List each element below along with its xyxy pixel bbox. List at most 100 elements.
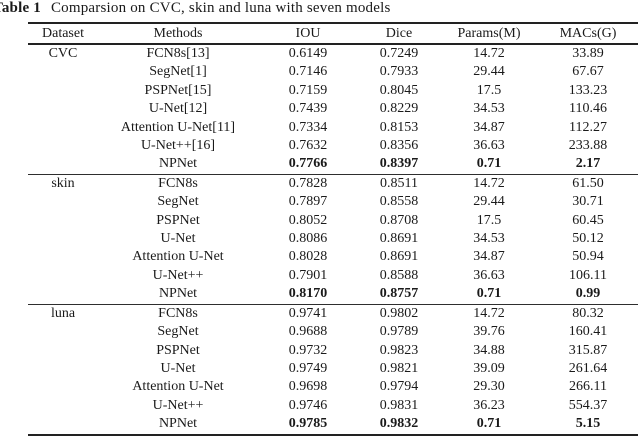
comparison-table: Dataset Methods IOU Dice Params(M) MACs(G) CV… [28,22,638,436]
method-cell: NPNet [158,416,198,432]
table-row: PSPNet 0.8052 0.8708 17.5 60.45 [28,212,638,230]
table-row: NPNet 0.9785 0.9832 0.71 5.15 [28,415,638,434]
macs-cell: 233.88 [568,138,608,154]
dataset-cell [28,378,98,396]
table-row: Attention U-Net 0.8028 0.8691 34.87 50.94 [28,248,638,266]
dataset-cell: CVC [48,46,78,61]
method-cell: Attention U-Net[11] [120,119,236,135]
dataset-cell [28,119,98,137]
iou-cell: 0.7766 [288,156,328,172]
dataset-cell [28,63,98,81]
table-row: U-Net++ 0.7901 0.8588 36.63 106.11 [28,267,638,285]
macs-cell: 30.71 [572,194,604,210]
table-row: PSPNet 0.9732 0.9823 34.88 315.87 [28,342,638,360]
params-cell: 14.72 [473,46,505,61]
dice-cell: 0.7249 [379,46,419,61]
table-row: Attention U-Net[11] 0.7334 0.8153 34.87 112.… [28,119,638,137]
params-cell: 39.09 [473,360,505,376]
header-row: Dataset Methods IOU Dice Params(M) MACs(G) [28,23,638,45]
macs-cell: 315.87 [568,342,608,358]
dataset-cell [28,100,98,118]
table-row: U-Net++[16] 0.7632 0.8356 36.63 233.88 [28,137,638,155]
dice-cell: 0.8708 [379,212,419,228]
params-cell: 39.76 [473,324,505,340]
iou-cell: 0.9688 [288,324,328,340]
params-cell: 14.72 [440,173,538,194]
params-cell: 0.71 [476,416,502,432]
params-cell: 29.44 [473,194,505,210]
column-header-methods: Methods [98,23,258,45]
method-cell: U-Net++ [152,267,204,283]
macs-cell: 554.37 [568,397,608,413]
dataset-cell [28,415,98,434]
column-header-macs-g-: MACs(G) [538,23,638,45]
params-cell: 29.30 [473,379,505,395]
params-cell: 17.5 [476,212,502,228]
params-cell: 36.63 [473,267,505,283]
table-row: luna FCN8s 0.9741 0.9802 14.72 80.32 [28,303,638,324]
dataset-cell [28,193,98,211]
params-cell: 34.88 [473,342,505,358]
method-cell: FCN8s [98,173,258,194]
dice-cell: 0.8153 [379,119,419,135]
dice-cell: 0.9821 [379,360,419,376]
dice-cell: 0.8757 [379,286,419,302]
dataset-cell [28,285,98,304]
iou-cell: 0.6149 [288,46,328,61]
iou-cell: 0.9749 [288,360,328,376]
macs-cell: 33.89 [572,46,604,61]
column-header-dice: Dice [358,23,440,45]
table-row: SegNet 0.7897 0.8558 29.44 30.71 [28,193,638,211]
column-header-dataset: Dataset [28,23,98,45]
dice-cell: 0.7933 [379,64,419,80]
dice-cell: 0.8045 [379,82,419,98]
dataset-cell [28,155,98,174]
table-row: PSPNet[15] 0.7159 0.8045 17.5 133.23 [28,82,638,100]
table-caption-text: Comparsion on CVC, skin and luna with se… [50,0,391,16]
macs-cell: 61.50 [538,173,638,194]
iou-cell: 0.7334 [288,119,328,135]
table-row: U-Net 0.9749 0.9821 39.09 261.64 [28,360,638,378]
dice-cell: 0.9823 [379,342,419,358]
method-cell: SegNet[1] [149,64,207,80]
dice-cell: 0.9789 [379,324,419,340]
method-cell: NPNet [158,286,198,302]
column-header-params-m-: Params(M) [440,23,538,45]
dataset-cell [28,267,98,285]
table-caption-label: Table 1 [0,0,41,16]
dice-cell: 0.8356 [379,138,419,154]
dice-cell: 0.8229 [379,101,419,117]
macs-cell: 60.45 [572,212,604,228]
method-cell: U-Net [160,231,196,247]
iou-cell: 0.8170 [288,286,328,302]
table-row: skin FCN8s 0.7828 0.8511 14.72 61.50 [28,173,638,194]
params-cell: 36.23 [473,397,505,413]
macs-cell: 261.64 [568,360,608,376]
dice-cell: 0.9794 [379,379,419,395]
macs-cell: 133.23 [568,82,608,98]
method-cell: PSPNet [156,212,200,228]
method-cell: SegNet [157,194,199,210]
table-row: SegNet 0.9688 0.9789 39.76 160.41 [28,323,638,341]
macs-cell: 266.11 [569,379,607,395]
dataset-cell [28,212,98,230]
params-cell: 14.72 [440,303,538,324]
params-cell: 34.53 [473,231,505,247]
method-cell: Attention U-Net [132,249,224,265]
macs-cell: 160.41 [568,324,608,340]
params-cell: 29.44 [473,64,505,80]
table-row: CVC FCN8s[13] 0.6149 0.7249 14.72 33.89 [28,44,638,63]
params-cell: 36.63 [473,138,505,154]
table-caption: Table 1 Comparsion on CVC, skin and luna … [0,0,391,17]
params-cell: 0.71 [476,286,502,302]
table-row: NPNet 0.8170 0.8757 0.71 0.99 [28,285,638,304]
dice-cell: 0.8558 [379,194,419,210]
macs-cell: 5.15 [575,416,601,432]
iou-cell: 0.7439 [288,101,328,117]
dataset-cell [28,82,98,100]
column-header-iou: IOU [258,23,358,45]
params-cell: 17.5 [476,82,502,98]
params-cell: 34.87 [473,249,505,265]
params-cell: 0.71 [476,156,502,172]
dataset-cell [28,342,98,360]
